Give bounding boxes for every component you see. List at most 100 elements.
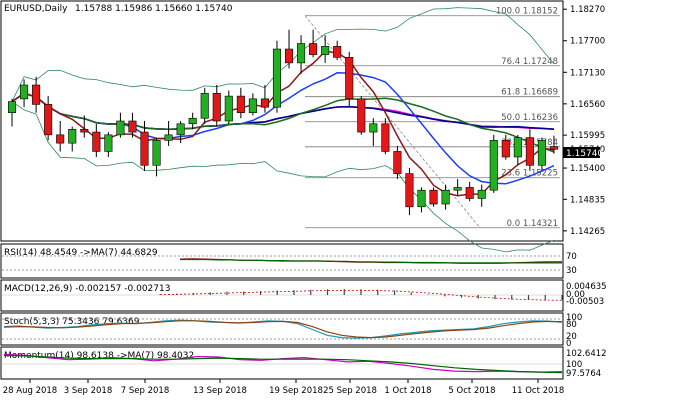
candle-body — [345, 57, 354, 100]
candle-body — [537, 140, 546, 166]
date-tick-label: 11 Oct 2018 — [512, 386, 565, 396]
momentum-tick-mid: 100 — [566, 360, 582, 370]
symbol-label: EURUSD,Daily — [4, 4, 68, 14]
fib-level-label: 0.0 1.14321 — [507, 219, 558, 229]
candle-body — [176, 123, 185, 136]
momentum-panel-frame — [0, 346, 564, 380]
bollinger-upper-line — [11, 7, 555, 102]
price-tick-label: 1.15400 — [570, 164, 605, 174]
macd-tick-bottom: -0.00503 — [566, 297, 604, 307]
momentum-tick-top: 102.6412 — [566, 349, 607, 359]
candle-body — [284, 48, 294, 64]
candle-body — [465, 187, 474, 199]
candle-body — [333, 45, 342, 58]
candle-body — [429, 189, 438, 205]
candle-body — [272, 48, 282, 108]
candle-body — [417, 189, 426, 208]
candle-body — [116, 120, 125, 136]
candle-body — [393, 151, 402, 174]
main-panel-frame — [0, 0, 564, 242]
macd-signal-line — [159, 290, 563, 301]
candle-body — [68, 129, 77, 144]
series-line — [3, 320, 563, 339]
date-axis: 28 Aug 2018 3 Sep 2018 7 Sep 2018 13 Sep 20… — [3, 379, 565, 396]
candle-body — [236, 95, 245, 113]
candle-body — [104, 134, 113, 152]
price-tick-label: 1.17700 — [570, 37, 605, 47]
fib-level-label: 100.0 1.18152 — [496, 7, 558, 17]
candle-body — [381, 123, 390, 152]
candle-body — [224, 95, 233, 122]
date-tick-label: 5 Oct 2018 — [448, 386, 495, 396]
momentum-lines — [2, 353, 563, 374]
price-tick-label: 1.16560 — [570, 100, 605, 110]
fib-level-label: 76.4 1.17248 — [501, 57, 558, 67]
candle-body — [501, 140, 510, 158]
price-tick-label: 1.14835 — [570, 195, 605, 205]
stoch-lines — [2, 318, 563, 340]
candle-body — [188, 117, 197, 125]
candle-body — [309, 43, 318, 55]
fib-level-label: 61.8 1.16689 — [501, 88, 558, 98]
candle-body — [56, 134, 65, 144]
macd-histogram — [2, 289, 563, 301]
price-tick-label: 1.15995 — [570, 131, 605, 141]
candle-body — [80, 129, 89, 133]
candle-body — [453, 187, 462, 191]
price-tick-label: 1.17130 — [570, 68, 605, 78]
candle-body — [549, 146, 559, 150]
price-axis: 1.18270 1.17700 1.17130 1.16560 1.15995 1.157… — [563, 5, 605, 237]
candle-body — [441, 189, 450, 205]
macd-tick-zero: 0.00 — [566, 290, 585, 300]
current-price-label: 1.15740 — [566, 149, 603, 159]
macd-title: MACD(12,26,9) -0.002157 -0.002713 — [4, 284, 170, 294]
candle-body — [164, 134, 173, 141]
ma-55-line — [11, 92, 555, 131]
series-line — [180, 258, 562, 264]
candle-body — [297, 43, 306, 64]
date-tick-label: 3 Sep 2018 — [64, 386, 112, 396]
candle-body — [357, 98, 366, 133]
date-tick-label: 13 Sep 2018 — [193, 386, 247, 396]
candle-body — [32, 84, 41, 105]
candle-body — [248, 98, 257, 113]
candle-body — [128, 120, 137, 133]
price-tick-label: 1.14265 — [570, 227, 605, 237]
macd-tick-top: 0.004635 — [566, 282, 607, 292]
momentum-title: Momentum(14) 98.6138 ->MA(7) 98.4032 — [4, 351, 194, 361]
candle-body — [489, 140, 498, 191]
candle-body — [140, 131, 149, 166]
fib-level-label: 50.0 1.16236 — [501, 113, 558, 123]
stoch-panel-frame — [0, 312, 564, 346]
candle-body — [369, 123, 378, 133]
date-tick-label: 19 Sep 2018 — [269, 386, 323, 396]
candle-body — [525, 137, 534, 166]
stoch-title: Stoch(5,3,3) 75.3436 79.6369 — [4, 317, 140, 327]
candle-body — [92, 131, 101, 152]
candle-body — [321, 45, 330, 55]
ma-5-line — [11, 50, 555, 197]
stoch-tick-20: 20 — [566, 332, 577, 342]
candle-body — [44, 104, 53, 136]
stoch-tick-100: 100 — [566, 313, 582, 323]
candle-body — [212, 93, 221, 122]
candle-body — [405, 173, 414, 208]
ma-20-line — [11, 92, 555, 153]
ohlc-label: 1.15788 1.15986 1.15660 1.15740 — [75, 4, 233, 14]
current-price-box — [563, 147, 600, 158]
candle-body — [513, 137, 522, 158]
candle-body — [200, 93, 209, 119]
candlestick-series — [7, 29, 559, 216]
date-tick-label: 7 Sep 2018 — [121, 386, 169, 396]
date-tick-label: 1 Oct 2018 — [384, 386, 431, 396]
ma-30-line — [11, 92, 555, 131]
date-tick-label: 25 Sep 2018 — [323, 386, 377, 396]
stoch-tick-80: 80 — [566, 320, 577, 330]
date-tick-label: 28 Aug 2018 — [3, 386, 57, 396]
rsi-lines — [2, 255, 562, 271]
candle-body — [20, 84, 29, 100]
fib-level-label: 23.6 1.15225 — [501, 169, 558, 179]
rsi-title: RSI(14) 48.4549 ->MA(7) 44.6829 — [4, 248, 158, 258]
candle-body — [477, 189, 486, 199]
